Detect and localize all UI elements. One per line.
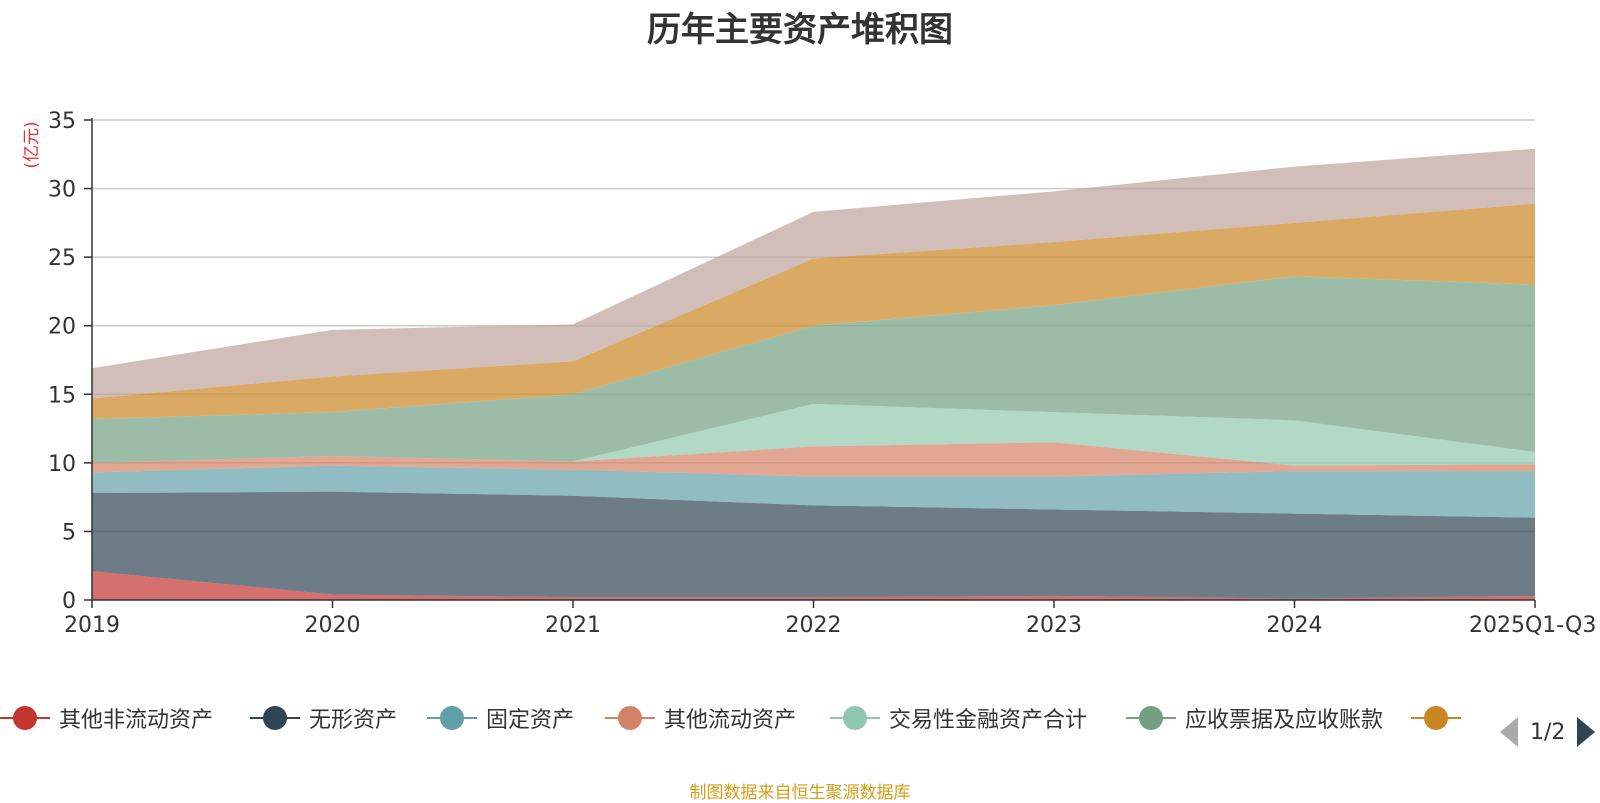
area-series-3[interactable] — [92, 465, 1535, 518]
legend-swatch — [427, 704, 477, 732]
area-series-6[interactable] — [92, 276, 1535, 463]
legend-prev-page-icon[interactable] — [1500, 717, 1518, 747]
legend-item[interactable]: 交易性金融资产合计 — [830, 704, 1088, 733]
legend-pager: 1/2 — [1500, 716, 1596, 748]
y-tick-label: 35 — [48, 109, 76, 134]
legend-label: 其他流动资产 — [664, 708, 797, 733]
x-tick-label: 2025Q1-Q3 — [1469, 613, 1596, 638]
legend-next-page-icon[interactable] — [1577, 717, 1596, 747]
area-series-1[interactable] — [92, 571, 1535, 600]
y-tick-label: 10 — [48, 452, 76, 477]
y-axis-label: (亿元) — [22, 121, 42, 168]
legend-item[interactable]: 其他流动资产 — [605, 704, 797, 733]
area-series-4[interactable] — [92, 442, 1535, 477]
legend-label: 无形资产 — [309, 708, 398, 733]
y-tick-label: 25 — [48, 246, 76, 271]
x-tick-label: 2021 — [545, 613, 601, 638]
legend-label: 交易性金融资产合计 — [889, 708, 1088, 733]
area-series-2[interactable] — [92, 491, 1535, 599]
legend-swatch — [605, 704, 655, 732]
legend-page-indicator: 1/2 — [1530, 719, 1566, 745]
legend-swatch — [0, 704, 50, 732]
y-tick-label: 20 — [48, 315, 76, 340]
legend-label: 固定资产 — [486, 708, 575, 733]
axes: 0 5 10 15 20 25 30 35 2019 2020 2021 2022 2023 2024 20… — [48, 109, 1596, 638]
x-tick-label: 2023 — [1026, 613, 1082, 638]
legend-item[interactable]: 应收票据及应收账款 — [1126, 704, 1384, 733]
y-tick-label: 5 — [62, 520, 76, 545]
y-tick-label: 30 — [48, 178, 76, 203]
legend-item[interactable]: 其他非流动资产 — [0, 704, 214, 733]
x-tick-label: 2020 — [305, 613, 361, 638]
legend-item[interactable] — [1411, 704, 1461, 732]
area-series-5[interactable] — [92, 403, 1535, 466]
x-tick-label: 2024 — [1267, 613, 1323, 638]
legend-swatch — [1126, 704, 1176, 732]
legend-swatch — [1411, 704, 1461, 732]
area-series-8[interactable] — [92, 148, 1535, 399]
area-series — [92, 148, 1535, 600]
y-tick-label: 15 — [48, 383, 76, 408]
legend-label: 其他非流动资产 — [59, 708, 214, 733]
y-tick-label: 0 — [62, 589, 76, 614]
x-tick-label: 2019 — [64, 613, 120, 638]
legend-swatch — [830, 704, 880, 732]
legend-label: 应收票据及应收账款 — [1185, 708, 1384, 733]
area-series-7[interactable] — [92, 203, 1535, 419]
chart-title: 历年主要资产堆积图 — [647, 10, 953, 50]
source-note: 制图数据来自恒生聚源数据库 — [689, 783, 911, 803]
legend-swatch — [250, 704, 300, 732]
x-tick-label: 2022 — [786, 613, 842, 638]
legend-item[interactable]: 固定资产 — [427, 704, 575, 733]
legend-item[interactable]: 无形资产 — [250, 704, 398, 733]
